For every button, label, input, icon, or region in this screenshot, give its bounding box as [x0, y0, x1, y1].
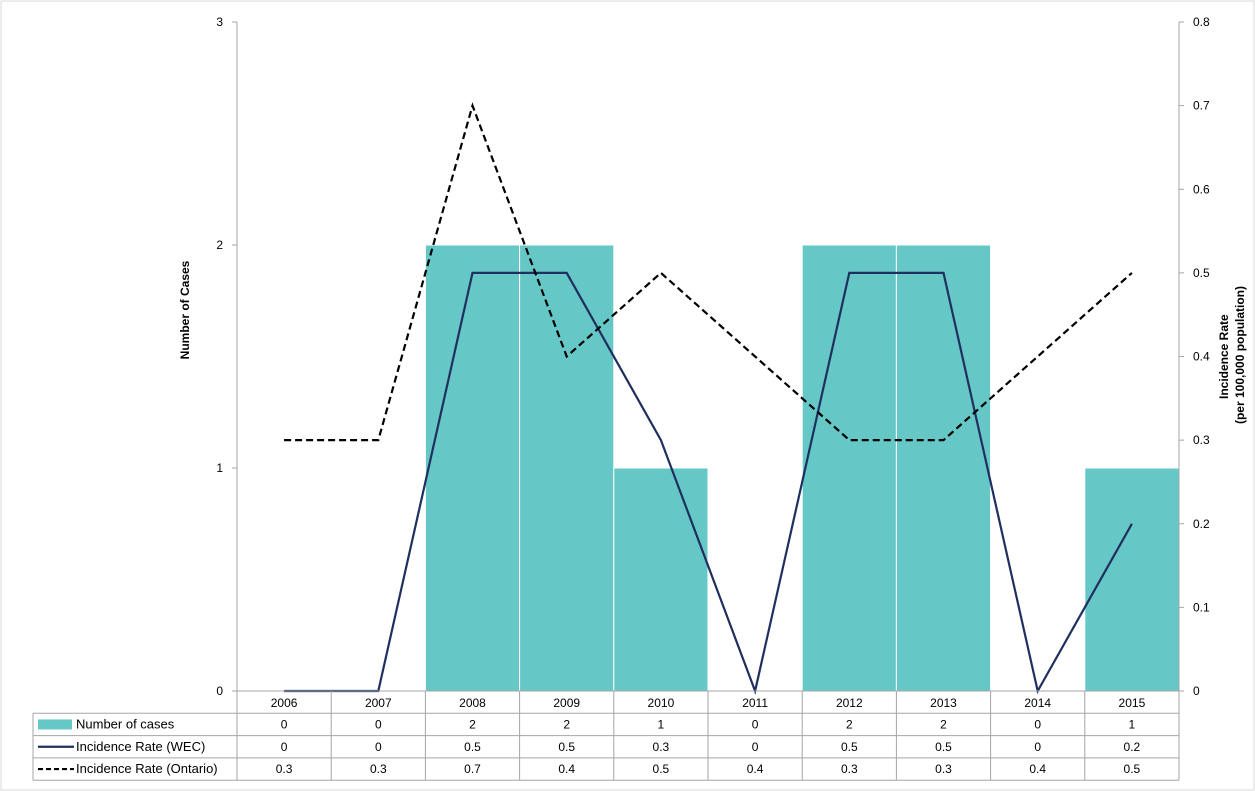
table-cell: 0.3	[935, 762, 952, 776]
x-tick-label-2014: 2014	[1024, 696, 1051, 710]
y-tick-left-label: 1	[216, 461, 223, 475]
table-cell: 0.5	[935, 740, 952, 754]
table-cell: 0	[752, 717, 759, 731]
y-tick-left-label: 2	[216, 238, 223, 252]
table-cell: 2	[469, 717, 476, 731]
bar-2008	[424, 244, 521, 692]
table-cell: 0	[281, 740, 288, 754]
table-cell: 0.4	[558, 762, 575, 776]
bar-2010	[613, 467, 709, 692]
line-incidence-wec	[284, 271, 1133, 695]
table-cell: 0.2	[1124, 740, 1141, 754]
table-cell: 0.3	[276, 762, 293, 776]
table-cell: 0.5	[464, 740, 481, 754]
y-tick-right-label: 0.5	[1193, 266, 1210, 280]
x-tick-label-2015: 2015	[1119, 696, 1146, 710]
table-cell: 2	[563, 717, 570, 731]
axes: 0 1 2 3 0 0.1 0.2 0.3 0.4 0.5 0.6 0.7 0.8	[216, 15, 1210, 698]
y-tick-right-label: 0	[1193, 684, 1200, 698]
y-axis-title-right: Incidence Rate (per 100,000 population)	[1217, 286, 1247, 424]
x-tick-label-2006: 2006	[271, 696, 298, 710]
table-cell: 2	[846, 717, 853, 731]
bar-series	[424, 244, 1180, 692]
x-tick-label-2010: 2010	[648, 696, 675, 710]
y-axis-title-right-line1: Incidence Rate	[1217, 314, 1231, 399]
table-cell: 0.5	[841, 740, 858, 754]
legend-label-number-of-cases: Number of cases	[76, 716, 175, 731]
table-cell: 0	[375, 717, 382, 731]
table-cell: 0.4	[1029, 762, 1046, 776]
y-tick-left-label: 3	[216, 15, 223, 29]
legend-label-incidence-wec: Incidence Rate (WEC)	[76, 739, 205, 754]
x-tick-label-2009: 2009	[553, 696, 580, 710]
table-cell: 1	[658, 717, 665, 731]
table-cell: 0.3	[653, 740, 670, 754]
legend-key-number-of-cases	[38, 719, 72, 730]
x-tick-label-2007: 2007	[365, 696, 392, 710]
table-cell: 0	[1034, 717, 1041, 731]
y-tick-right-label: 0.3	[1193, 433, 1210, 447]
table-cell: 0.3	[370, 762, 387, 776]
y-tick-right-label: 0.6	[1193, 182, 1210, 196]
table-cell: 0	[1034, 740, 1041, 754]
x-tick-label-2008: 2008	[459, 696, 486, 710]
y-tick-right-label: 0.1	[1193, 600, 1210, 614]
table-cell: 0.5	[653, 762, 670, 776]
y-axis-title-left: Number of Cases	[178, 260, 192, 359]
bar-2009	[519, 244, 615, 692]
table-cell: 0.3	[841, 762, 858, 776]
y-tick-right-label: 0.7	[1193, 99, 1210, 113]
table-cell: 0	[752, 740, 759, 754]
table-cell: 0.4	[747, 762, 764, 776]
y-axis-title-right-line2: (per 100,000 population)	[1233, 286, 1247, 424]
y-tick-right-label: 0.8	[1193, 15, 1210, 29]
line-incidence-ontario	[284, 102, 1133, 442]
data-table: 2006 2007 2008 2009 2010 2011 2012 2013 2014 2015…	[32, 690, 1180, 781]
x-tick-label-2011: 2011	[742, 696, 768, 710]
bar-2013	[895, 244, 992, 692]
table-cell: 0.5	[1124, 762, 1141, 776]
y-tick-right-label: 0.2	[1193, 517, 1210, 531]
x-tick-label-2013: 2013	[930, 696, 957, 710]
legend-label-incidence-ontario: Incidence Rate (Ontario)	[76, 761, 218, 776]
table-cell: 0	[375, 740, 382, 754]
bar-2015	[1084, 467, 1180, 692]
table-cell: 0.7	[464, 762, 481, 776]
x-tick-label-2012: 2012	[836, 696, 863, 710]
table-cell: 2	[940, 717, 947, 731]
table-cell: 0.5	[558, 740, 575, 754]
table-cell: 0	[281, 717, 288, 731]
y-tick-right-label: 0.4	[1193, 350, 1210, 364]
bar-2012	[801, 244, 897, 692]
table-cell: 1	[1129, 717, 1136, 731]
y-tick-left-label: 0	[216, 684, 223, 698]
